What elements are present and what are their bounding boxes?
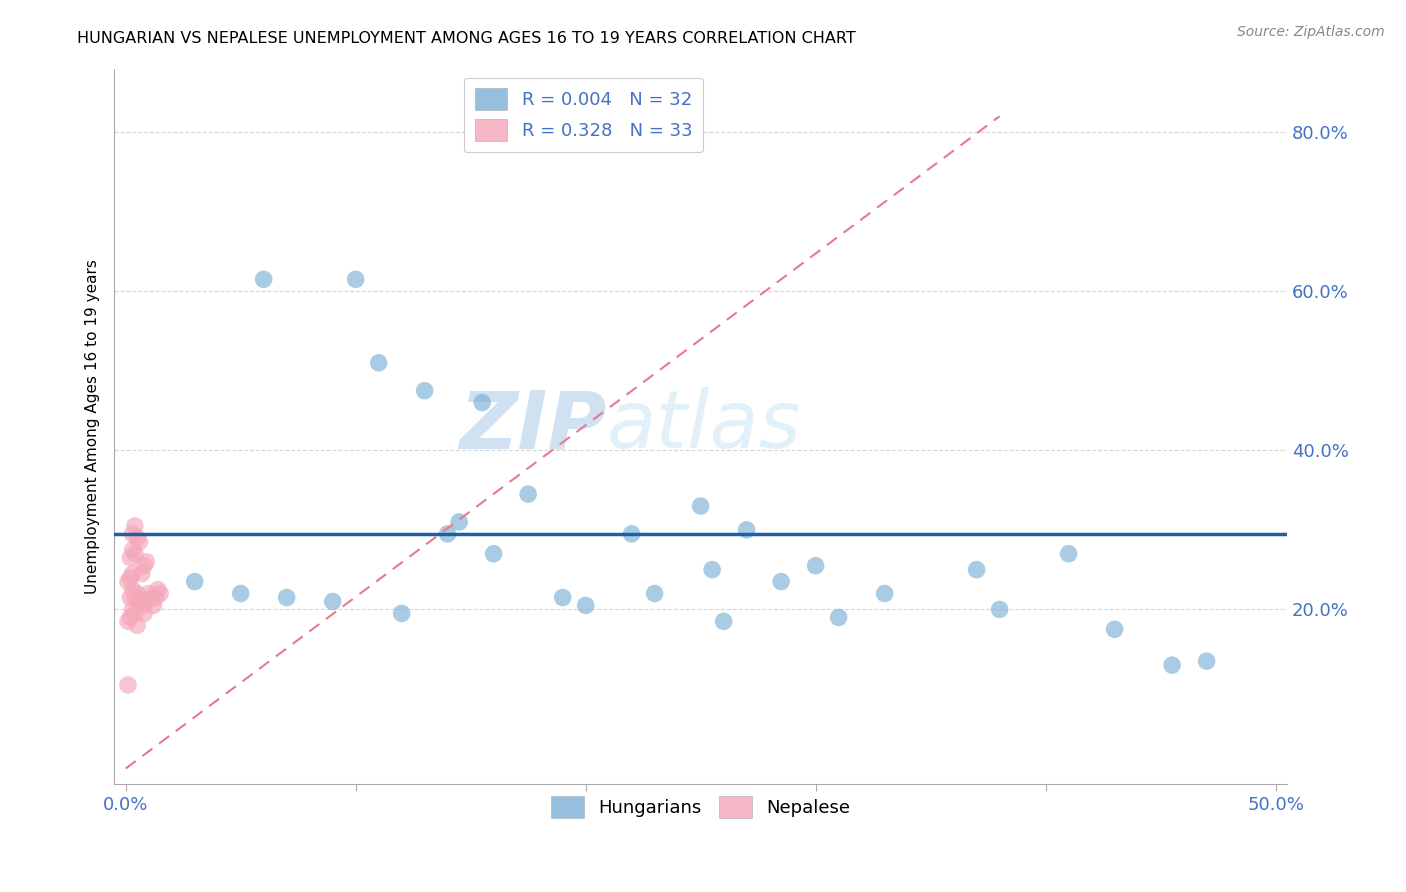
Point [117,678,139,692]
Point [966,563,988,577]
Point [551,591,574,605]
Point [120,591,142,605]
Point [131,566,153,581]
Point [120,571,142,585]
Point [121,582,143,597]
Point [735,523,758,537]
Point [120,550,142,565]
Point [253,272,276,286]
Point [827,610,849,624]
Point [620,526,643,541]
Point [391,607,413,621]
Point [120,610,142,624]
Point [713,615,735,629]
Point [128,534,150,549]
Point [517,487,540,501]
Point [413,384,436,398]
Text: Source: ZipAtlas.com: Source: ZipAtlas.com [1237,25,1385,39]
Point [770,574,793,589]
Point [117,615,139,629]
Text: ZIP: ZIP [460,387,607,466]
Point [436,526,458,541]
Point [121,566,143,581]
Point [276,591,298,605]
Point [575,599,598,613]
Point [127,618,149,632]
Y-axis label: Unemployment Among Ages 16 to 19 years: Unemployment Among Ages 16 to 19 years [86,259,100,594]
Point [131,599,153,613]
Point [127,531,149,545]
Point [471,395,494,409]
Point [229,586,252,600]
Point [142,599,165,613]
Point [322,594,344,608]
Point [700,563,723,577]
Point [124,591,146,605]
Point [135,594,157,608]
Point [183,574,205,589]
Legend: Hungarians, Nepalese: Hungarians, Nepalese [544,789,858,825]
Point [644,586,666,600]
Point [482,547,505,561]
Text: atlas: atlas [607,387,801,466]
Point [132,607,155,621]
Point [138,586,160,600]
Point [121,526,143,541]
Point [1195,654,1218,668]
Point [132,558,155,573]
Text: HUNGARIAN VS NEPALESE UNEMPLOYMENT AMONG AGES 16 TO 19 YEARS CORRELATION CHART: HUNGARIAN VS NEPALESE UNEMPLOYMENT AMONG… [77,31,856,46]
Point [128,594,150,608]
Point [367,356,389,370]
Point [449,515,471,529]
Point [117,574,139,589]
Point [149,586,172,600]
Point [1161,658,1184,673]
Point [121,542,143,557]
Point [873,586,896,600]
Point [145,591,167,605]
Point [146,582,169,597]
Point [121,602,143,616]
Point [1104,623,1126,637]
Point [804,558,827,573]
Point [135,555,157,569]
Point [689,499,711,513]
Point [124,519,146,533]
Point [988,602,1011,616]
Point [344,272,367,286]
Point [1057,547,1080,561]
Point [139,591,162,605]
Point [124,547,146,561]
Point [127,586,149,600]
Point [124,607,146,621]
